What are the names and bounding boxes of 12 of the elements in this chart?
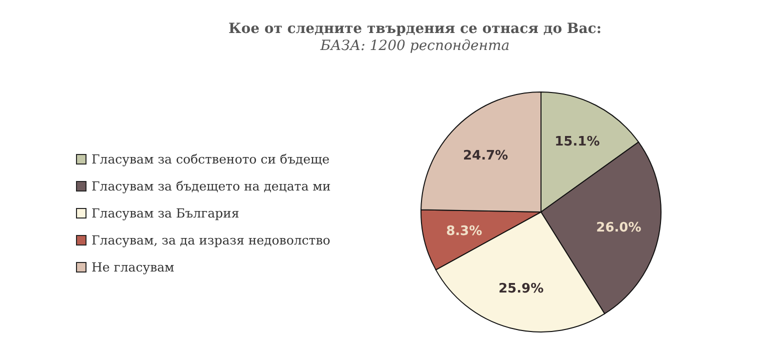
data-label: 24.7% (462, 148, 508, 164)
legend-label: Гласувам за България (92, 205, 240, 220)
legend-label: Не гласувам (92, 259, 175, 274)
chart-subtitle: БАЗА: 1200 респондента (319, 38, 510, 54)
data-label: 15.1% (554, 134, 600, 150)
chart-title: Кое от следните твърдения се отнася до Вас: (228, 21, 602, 37)
legend-label: Гласувам за собственото си бъдеще (92, 151, 330, 166)
data-label: 26.0% (596, 220, 642, 236)
legend-label: Гласувам, за да изразя недоволство (92, 232, 330, 248)
data-label: 8.3% (446, 224, 482, 239)
legend-label: Гласувам за бъдещето на децата ми (92, 178, 331, 194)
data-label: 25.9% (498, 282, 544, 297)
